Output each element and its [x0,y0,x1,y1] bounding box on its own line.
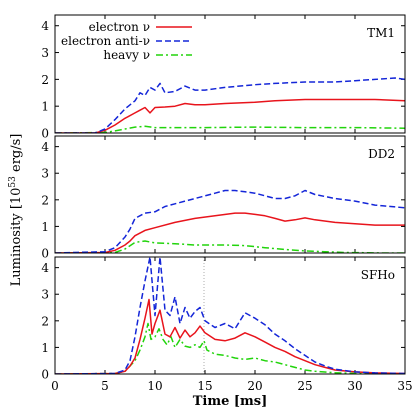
panel-frame [54,14,406,134]
series-line-electron [55,212,405,253]
y-tick-label: 0 [41,368,49,382]
y-tick-label: 4 [41,19,49,33]
y-tick-label: 2 [41,314,49,328]
x-tick-label: 20 [247,379,262,393]
y-tick-label: 4 [41,140,49,154]
y-tick-label: 0 [41,127,49,141]
x-tick-label: 35 [397,379,412,393]
panel-frame [54,135,406,254]
y-axis-label-unit: erg/s] [9,134,24,177]
panel-frame [54,256,406,375]
x-tick-label: 30 [347,379,362,393]
x-tick-label: 15 [197,379,212,393]
series-line-heavy [55,125,405,133]
y-tick-label: 2 [41,73,49,87]
y-tick-label: 1 [41,220,49,234]
y-tick-label: 1 [41,100,49,114]
y-tick-label: 3 [41,46,49,60]
panel-label: DD2 [368,147,395,161]
x-tick-label: 25 [297,379,312,393]
panel-dd2: 0 1 2 3 4 DD2 [41,135,406,261]
panel-sfho: 0 1 2 3 4 SFHo 0 5 10 15 20 25 30 35 [41,256,413,393]
y-axis-label-exponent: 53 [8,176,18,188]
y-tick-label: 4 [41,261,49,275]
y-tick-label: 3 [41,288,49,302]
series-line-anti [55,189,405,253]
panel-label: TM1 [367,26,395,40]
series-line-anti [55,77,405,133]
series-line-electron [55,98,405,133]
y-axis-label: Luminosity [1053 erg/s] [8,134,24,287]
legend-label-heavy: heavy ν [103,48,150,62]
panel-label: SFHo [361,268,395,282]
y-tick-label: 3 [41,167,49,181]
y-axis-label-main: Luminosity [10 [9,188,24,287]
legend-label-anti: electron anti-ν [61,34,150,48]
x-tick-label: 10 [147,379,162,393]
y-tick-label: 2 [41,193,49,207]
y-tick-label: 1 [41,341,49,355]
series-line-electron [55,298,405,374]
series-line-anti [55,257,405,374]
series-line-heavy [55,322,405,374]
y-tick-label: 0 [41,247,49,261]
x-tick-label: 0 [51,379,59,393]
x-axis-label: Time [ms] [193,394,268,409]
x-tick-label: 5 [101,379,109,393]
legend-label-electron: electron ν [89,20,150,34]
